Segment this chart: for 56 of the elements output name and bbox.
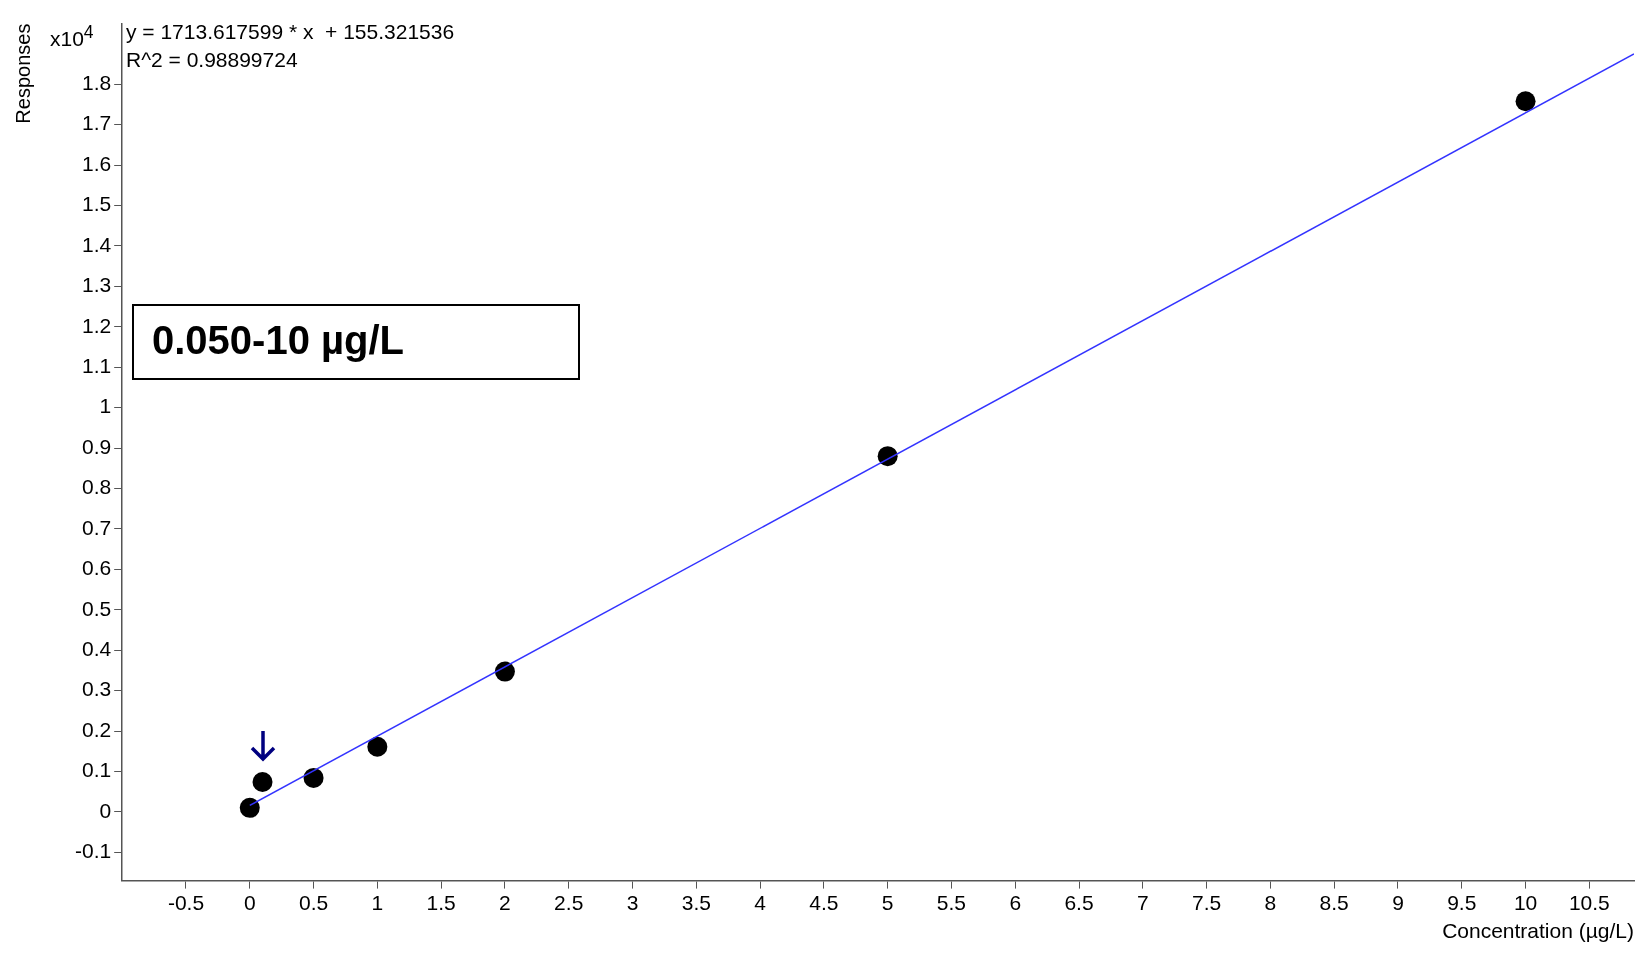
y-tick-label: 0.9 bbox=[81, 434, 112, 458]
x-tick-label: 9 bbox=[1392, 891, 1404, 914]
y-tick-label: 0.4 bbox=[81, 636, 112, 660]
point bbox=[367, 736, 388, 757]
x-tick-label: 2.5 bbox=[554, 891, 584, 914]
x-tick-label: 1.5 bbox=[426, 891, 456, 914]
y-tick-label: 1.7 bbox=[81, 111, 112, 135]
y-tick-label: 0.1 bbox=[81, 758, 112, 782]
x-tick-label: 10.5 bbox=[1568, 891, 1610, 914]
x-tick-label: -0.5 bbox=[167, 891, 205, 914]
y-tick-label: 1 bbox=[99, 394, 112, 418]
x-tick-label: 0 bbox=[243, 891, 256, 914]
x-tick-label: 5.5 bbox=[936, 891, 967, 914]
y-tick-label: 0.7 bbox=[81, 515, 112, 539]
x-tick-label: 7 bbox=[1136, 891, 1149, 914]
x-tick-label: 5 bbox=[881, 891, 894, 914]
text: x10$^{4}$ bbox=[50, 22, 94, 51]
annotation: R^2 = 0.98899724 bbox=[126, 48, 298, 72]
annotation: 0.050-10 µg/L bbox=[132, 304, 580, 380]
y-tick-label: 1.3 bbox=[81, 273, 112, 297]
y-tick-label: 0.2 bbox=[81, 717, 112, 741]
x-tick-label: 10 bbox=[1513, 891, 1538, 914]
x-tick-label: 3.5 bbox=[681, 891, 711, 914]
x-tick-label: 4.5 bbox=[809, 891, 839, 914]
point bbox=[877, 446, 898, 467]
point bbox=[239, 797, 260, 818]
x-tick-label: 4 bbox=[754, 891, 767, 914]
y-tick-label: 1.1 bbox=[81, 354, 112, 378]
y-tick-label: 1.6 bbox=[81, 151, 112, 175]
x-tick-label: 9.5 bbox=[1447, 891, 1477, 914]
y-tick-label: 0.8 bbox=[81, 475, 112, 499]
x-tick-label: 7.5 bbox=[1192, 891, 1222, 914]
y-tick-label: -0.1 bbox=[75, 839, 112, 863]
point bbox=[303, 767, 324, 788]
annotation: y = 1713.617599 * x + 155.321536 bbox=[126, 20, 455, 44]
y-tick-label: 1.5 bbox=[81, 192, 112, 216]
x-tick-label: 1 bbox=[371, 891, 384, 914]
point bbox=[1515, 91, 1536, 112]
x-tick-label: 8.5 bbox=[1319, 891, 1349, 914]
x-tick-label: 6.5 bbox=[1064, 891, 1094, 914]
y-tick-label: 0.3 bbox=[81, 677, 112, 701]
y-tick-label: 1.8 bbox=[81, 71, 112, 95]
x-axis-title: Concentration (µg/L) bbox=[1442, 919, 1634, 943]
y-tick-label: 1.4 bbox=[81, 232, 112, 256]
x-tick-label: 6 bbox=[1009, 891, 1022, 914]
point bbox=[494, 661, 515, 682]
x-tick-label: 3 bbox=[626, 891, 639, 914]
point bbox=[252, 771, 273, 792]
y-axis-title: Responses bbox=[11, 23, 34, 124]
x-tick-label: 8 bbox=[1264, 891, 1277, 914]
y-tick-label: 1.2 bbox=[81, 313, 112, 337]
y-tick-label: 0.6 bbox=[81, 556, 112, 580]
x-tick-label: 2 bbox=[499, 891, 511, 914]
y-tick-label: 0 bbox=[99, 798, 112, 822]
x-tick-label: 0.5 bbox=[298, 891, 329, 914]
y-tick-label: 0.5 bbox=[81, 596, 112, 620]
